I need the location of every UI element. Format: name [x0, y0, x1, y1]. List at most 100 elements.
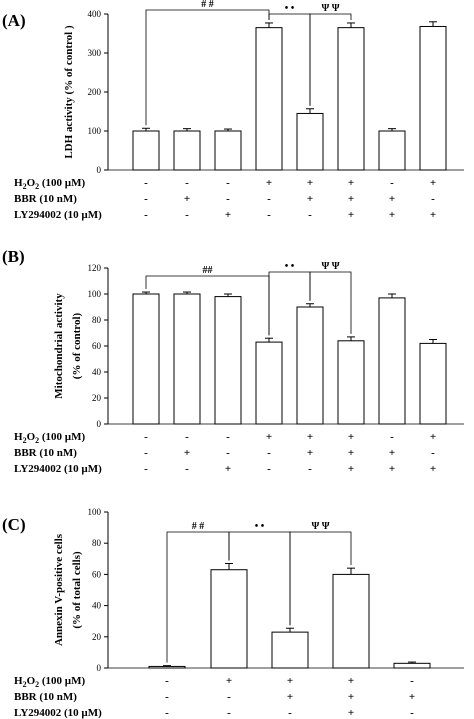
treatment-sign: +	[226, 675, 232, 687]
treatment-label: BBR (10 nM)	[14, 447, 77, 459]
treatment-sign: -	[267, 209, 271, 221]
treatment-sign: +	[389, 193, 395, 205]
treatment-sign: -	[227, 691, 231, 703]
treatment-sign: +	[266, 431, 272, 443]
y-tick-label: 80	[92, 538, 102, 548]
bar	[255, 341, 283, 425]
significance-bracket	[145, 9, 270, 126]
bar	[148, 665, 186, 669]
treatment-sign: +	[409, 691, 415, 703]
treatment-sign: -	[288, 707, 292, 719]
y-tick-label: 0	[97, 165, 102, 175]
treatment-sign: +	[307, 447, 313, 459]
significance-label: Ψ Ψ	[321, 261, 339, 272]
treatment-sign: -	[390, 177, 394, 189]
y-tick-label: 120	[88, 263, 102, 273]
treatment-sign: +	[389, 447, 395, 459]
treatment-sign: -	[410, 707, 414, 719]
treatment-sign: +	[430, 431, 436, 443]
bar	[132, 130, 160, 171]
treatment-label: H2O2 (100 µM)	[14, 431, 86, 445]
y-tick-label: 400	[88, 9, 102, 19]
treatment-sign: +	[348, 193, 354, 205]
significance-bracket	[309, 271, 352, 334]
bar	[419, 342, 447, 425]
significance-label: ##	[203, 265, 213, 276]
treatment-sign: -	[390, 431, 394, 443]
treatment-sign: +	[225, 463, 231, 475]
bar	[214, 130, 242, 171]
y-tick-label: 80	[92, 315, 102, 325]
bar	[332, 573, 370, 669]
treatment-sign: -	[226, 447, 230, 459]
treatment-sign: -	[410, 675, 414, 687]
treatment-label: H2O2 (100 µM)	[14, 177, 86, 191]
treatment-sign: -	[267, 463, 271, 475]
y-tick-label: 0	[97, 419, 102, 429]
panel-c: (C) 0 20 40 60 80 100 Annexin V-positive cells (…	[2, 507, 464, 719]
y-tick-label: 100	[88, 126, 102, 136]
treatment-label: LY294002 (10 µM)	[14, 209, 102, 221]
panel-label: (B)	[2, 247, 25, 266]
bar	[255, 27, 283, 171]
y-axis-label-2: (% of control)	[71, 312, 83, 379]
treatment-sign: +	[225, 209, 231, 221]
treatment-sign: -	[308, 209, 312, 221]
y-tick-label: 60	[92, 569, 102, 579]
bar	[419, 25, 447, 171]
significance-label: Ψ Ψ	[321, 3, 339, 14]
y-tick-label: 0	[97, 663, 102, 673]
significance-label: # #	[192, 521, 205, 532]
panel-label: (A)	[2, 11, 26, 30]
bar	[296, 306, 324, 425]
treatment-sign: -	[185, 431, 189, 443]
treatment-label: BBR (10 nM)	[14, 193, 77, 205]
y-axis-label: Mitochondrial activity	[53, 293, 65, 399]
treatment-sign: +	[307, 193, 313, 205]
treatment-sign: +	[307, 431, 313, 443]
significance-label: • •	[255, 521, 265, 532]
bar	[337, 340, 365, 425]
treatment-sign: +	[430, 177, 436, 189]
treatment-sign: -	[185, 209, 189, 221]
treatment-sign: -	[226, 177, 230, 189]
panel-a: (A) 0 100 200 300 400 LDH activity (% of contr…	[2, 0, 464, 221]
treatment-label: LY294002 (10 µM)	[14, 463, 102, 475]
y-tick-label: 100	[88, 289, 102, 299]
treatment-sign: +	[348, 707, 354, 719]
treatment-sign: -	[165, 691, 169, 703]
bar	[214, 296, 242, 425]
treatment-sign: +	[307, 177, 313, 189]
treatment-sign: -	[226, 431, 230, 443]
treatment-sign: -	[144, 177, 148, 189]
significance-label: • •	[285, 261, 295, 272]
treatment-sign: +	[348, 209, 354, 221]
treatment-sign: -	[431, 447, 435, 459]
treatment-sign: +	[348, 675, 354, 687]
bar	[393, 662, 431, 669]
treatment-sign: +	[287, 675, 293, 687]
bar	[271, 631, 309, 669]
y-axis-label-2: (% of total cells)	[71, 551, 83, 629]
treatment-sign: +	[348, 691, 354, 703]
treatment-sign: -	[144, 193, 148, 205]
bar	[378, 297, 406, 425]
y-tick-label: 300	[88, 48, 102, 58]
y-tick-label: 40	[92, 367, 102, 377]
y-tick-label: 40	[92, 601, 102, 611]
bar	[173, 130, 201, 171]
bar	[132, 293, 160, 425]
treatment-sign: -	[431, 193, 435, 205]
treatment-sign: +	[348, 463, 354, 475]
treatment-sign: +	[348, 177, 354, 189]
treatment-sign: -	[226, 193, 230, 205]
treatment-sign: -	[185, 177, 189, 189]
treatment-sign: -	[165, 707, 169, 719]
treatment-sign: -	[165, 675, 169, 687]
bar	[210, 569, 248, 669]
treatment-label: LY294002 (10 µM)	[14, 707, 102, 719]
treatment-sign: -	[267, 193, 271, 205]
y-axis-label: LDH activity (% of control )	[63, 25, 75, 159]
treatment-label: H2O2 (100 µM)	[14, 675, 86, 689]
